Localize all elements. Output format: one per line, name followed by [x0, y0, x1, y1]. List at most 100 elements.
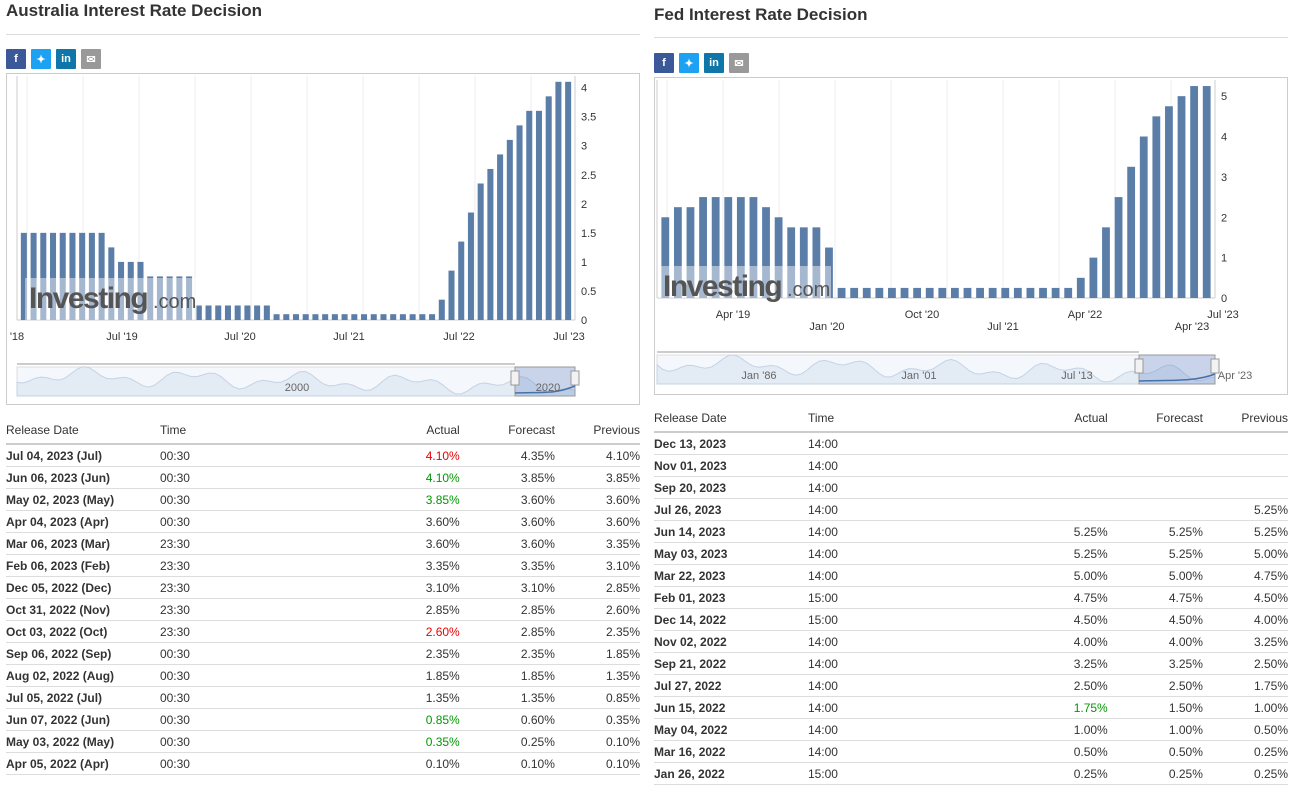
bar — [825, 247, 833, 298]
table-row: Feb 06, 2023 (Feb) 23:30 3.35% 3.35% 3.10% — [6, 554, 640, 577]
table-row: May 03, 2023 14:00 5.25% 5.25% 5.00% — [654, 542, 1288, 565]
previous-cell: 2.60% — [554, 598, 640, 621]
navigator-selected-line — [1138, 373, 1216, 382]
y-tick-label: 2 — [1221, 212, 1227, 224]
table-header-row: Release Date Time Actual Forecast Previo… — [6, 417, 640, 445]
bar — [1051, 287, 1060, 298]
x-tick-label: Jul '23 — [1207, 309, 1238, 321]
linkedin-icon[interactable]: in — [56, 49, 76, 69]
col-release-date[interactable]: Release Date — [654, 405, 808, 433]
release-date-cell: May 02, 2023 (May) — [6, 488, 160, 511]
table-row: Sep 21, 2022 14:00 3.25% 3.25% 2.50% — [654, 652, 1288, 675]
col-previous[interactable]: Previous — [554, 417, 640, 445]
previous-cell: 3.85% — [554, 466, 640, 489]
linkedin-icon[interactable]: in — [704, 53, 724, 73]
email-icon[interactable]: ✉ — [81, 49, 101, 69]
table-row: Mar 22, 2023 14:00 5.00% 5.00% 4.75% — [654, 564, 1288, 587]
share-bar: f ✦ in ✉ — [6, 49, 640, 69]
bar — [127, 261, 134, 320]
navigator-label: 2020 — [536, 382, 560, 394]
bar — [487, 168, 494, 320]
table-row: Dec 14, 2022 15:00 4.50% 4.50% 4.00% — [654, 608, 1288, 631]
y-tick-label: 3.5 — [581, 112, 596, 124]
email-icon[interactable]: ✉ — [729, 53, 749, 73]
y-tick-label: 1.5 — [581, 228, 596, 240]
time-cell: 14:00 — [807, 542, 981, 565]
twitter-icon[interactable]: ✦ — [679, 53, 699, 73]
bar — [351, 314, 358, 320]
actual-cell: 1.00% — [980, 718, 1108, 741]
twitter-icon[interactable]: ✦ — [31, 49, 51, 69]
table-row: Sep 20, 2023 14:00 — [654, 476, 1288, 499]
bar — [545, 96, 552, 320]
forecast-cell: 1.50% — [1107, 696, 1203, 719]
actual-cell: 3.60% — [332, 510, 460, 533]
table-row: Nov 02, 2022 14:00 4.00% 4.00% 3.25% — [654, 630, 1288, 653]
bar — [497, 154, 504, 320]
table-row: May 03, 2022 (May) 00:30 0.35% 0.25% 0.10% — [6, 730, 640, 753]
release-date-cell: Sep 06, 2022 (Sep) — [6, 642, 160, 665]
y-tick-label: 3 — [1221, 172, 1227, 184]
navigator-handle — [510, 370, 520, 386]
bar — [1177, 96, 1186, 298]
time-cell: 15:00 — [807, 586, 981, 609]
table-row: Jun 06, 2023 (Jun) 00:30 4.10% 3.85% 3.85% — [6, 466, 640, 489]
navigator-handle — [570, 370, 580, 386]
forecast-cell: 3.85% — [459, 466, 555, 489]
bar — [448, 270, 455, 320]
bar — [458, 241, 465, 320]
navigator-handle — [1210, 358, 1220, 374]
bar — [20, 232, 27, 320]
table-row: Mar 16, 2022 14:00 0.50% 0.50% 0.25% — [654, 740, 1288, 763]
navigator-handle — [1134, 358, 1144, 374]
col-release-date[interactable]: Release Date — [6, 417, 160, 445]
forecast-cell: 3.60% — [459, 510, 555, 533]
forecast-cell: 2.35% — [459, 642, 555, 665]
time-cell: 00:30 — [159, 730, 333, 753]
time-cell: 14:00 — [807, 674, 981, 697]
col-previous[interactable]: Previous — [1202, 405, 1288, 433]
col-actual[interactable]: Actual — [332, 417, 460, 445]
bar — [156, 276, 163, 320]
col-forecast[interactable]: Forecast — [459, 417, 555, 445]
previous-cell: 0.10% — [554, 730, 640, 753]
previous-cell: 2.85% — [554, 576, 640, 599]
bar — [244, 305, 251, 320]
col-time[interactable]: Time — [807, 405, 981, 433]
time-cell: 14:00 — [807, 652, 981, 675]
bar — [186, 276, 193, 320]
x-tick-label: Jul '20 — [224, 331, 255, 343]
actual-cell: 2.50% — [980, 674, 1108, 697]
facebook-icon[interactable]: f — [6, 49, 26, 69]
bar — [273, 314, 280, 320]
release-date-cell: Jun 15, 2022 — [654, 696, 808, 719]
bar — [263, 305, 270, 320]
bar — [205, 305, 212, 320]
actual-cell: 4.50% — [980, 608, 1108, 631]
navigator-selection — [514, 366, 576, 397]
bar — [176, 276, 183, 320]
bar — [950, 287, 959, 298]
col-time[interactable]: Time — [159, 417, 333, 445]
bar — [108, 247, 115, 320]
col-actual[interactable]: Actual — [980, 405, 1108, 433]
rate-chart-svg: Investing .com 0 0.5 1 1.5 2 2.5 3 3.5 4 '18 Jul '19… — [10, 76, 596, 397]
x-tick-label: Jul '23 — [553, 331, 584, 343]
release-date-cell: Mar 06, 2023 (Mar) — [6, 532, 160, 555]
forecast-cell: 0.25% — [459, 730, 555, 753]
bar — [292, 314, 300, 320]
previous-cell: 3.10% — [554, 554, 640, 577]
release-date-cell: Sep 20, 2023 — [654, 476, 808, 499]
forecast-cell: 4.00% — [1107, 630, 1203, 653]
facebook-icon[interactable]: f — [654, 53, 674, 73]
time-cell: 23:30 — [159, 598, 333, 621]
y-tick-label: 1 — [581, 257, 587, 269]
table-row: May 04, 2022 14:00 1.00% 1.00% 0.50% — [654, 718, 1288, 741]
col-forecast[interactable]: Forecast — [1107, 405, 1203, 433]
watermark-bg — [659, 266, 831, 298]
forecast-cell: 3.10% — [459, 576, 555, 599]
bar — [565, 81, 572, 320]
rate-chart[interactable]: Investing .com 0 0.5 1 1.5 2 2.5 3 3.5 4 '18 Jul '19… — [6, 73, 640, 405]
rate-chart[interactable]: Investing .com 0 1 2 3 4 5 Apr '19 Oct '20 Apr '22… — [654, 77, 1288, 395]
previous-cell: 4.50% — [1202, 586, 1288, 609]
